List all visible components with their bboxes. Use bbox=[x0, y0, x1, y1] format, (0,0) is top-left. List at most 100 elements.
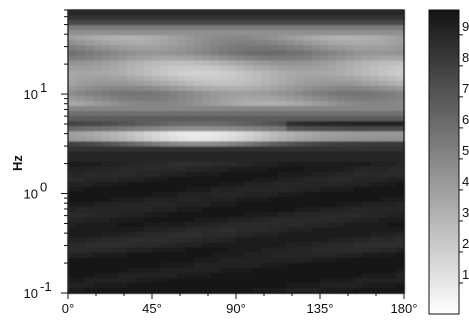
heatmap-cell bbox=[177, 202, 187, 208]
heatmap-cell bbox=[244, 267, 254, 274]
heatmap-cell bbox=[177, 232, 187, 239]
heatmap-cell bbox=[152, 60, 161, 67]
heatmap-cell bbox=[101, 191, 111, 198]
heatmap-cell bbox=[118, 15, 128, 21]
heatmap-cell bbox=[177, 207, 187, 213]
heatmap-cell bbox=[194, 181, 203, 188]
heatmap-cell bbox=[286, 100, 296, 107]
heatmap-cell bbox=[118, 186, 128, 193]
heatmap-cell bbox=[210, 50, 220, 57]
heatmap-cell bbox=[194, 100, 203, 107]
heatmap-cell bbox=[370, 171, 380, 178]
heatmap-cell bbox=[227, 227, 237, 233]
heatmap-cell bbox=[84, 217, 94, 223]
heatmap-cell bbox=[118, 116, 128, 122]
heatmap-cell bbox=[219, 237, 229, 244]
heatmap-cell bbox=[202, 166, 212, 173]
heatmap-cell bbox=[311, 50, 321, 57]
heatmap-cell bbox=[387, 262, 397, 269]
heatmap-cell bbox=[76, 222, 86, 228]
heatmap-cell bbox=[118, 156, 128, 163]
heatmap-cell bbox=[185, 151, 195, 158]
heatmap-cell bbox=[168, 85, 178, 92]
heatmap-cell bbox=[286, 186, 296, 193]
heatmap-cell bbox=[261, 15, 271, 21]
y-tick-exponent: 0 bbox=[40, 180, 47, 195]
heatmap-cell bbox=[202, 232, 212, 239]
heatmap-cell bbox=[362, 106, 371, 112]
heatmap-cell bbox=[227, 95, 237, 102]
heatmap-cell bbox=[278, 65, 287, 72]
heatmap-cell bbox=[185, 171, 195, 178]
heatmap-cell bbox=[76, 287, 86, 294]
colorbar-band bbox=[429, 211, 459, 216]
heatmap-cell bbox=[110, 60, 119, 67]
heatmap-cell bbox=[135, 25, 145, 31]
heatmap-cell bbox=[328, 141, 338, 148]
heatmap-cell bbox=[336, 25, 346, 31]
heatmap-cell bbox=[219, 45, 229, 52]
heatmap-cell bbox=[202, 161, 212, 168]
heatmap-cell bbox=[219, 116, 229, 122]
heatmap-cell bbox=[236, 272, 245, 279]
heatmap-cell bbox=[177, 136, 187, 142]
heatmap-cell bbox=[135, 186, 145, 193]
heatmap-cell bbox=[84, 40, 94, 46]
heatmap-cell bbox=[294, 196, 304, 203]
heatmap-cell bbox=[370, 247, 380, 254]
heatmap-cell bbox=[303, 207, 313, 213]
heatmap-cell bbox=[194, 156, 203, 163]
heatmap-cell bbox=[110, 30, 119, 36]
heatmap-cell bbox=[328, 35, 338, 41]
heatmap-cell bbox=[311, 116, 321, 122]
heatmap-cell bbox=[294, 30, 304, 36]
heatmap-cell bbox=[219, 156, 229, 163]
heatmap-cell bbox=[236, 212, 245, 218]
heatmap-cell bbox=[110, 50, 119, 57]
heatmap-cell bbox=[68, 166, 77, 173]
heatmap-cell bbox=[320, 136, 329, 142]
heatmap-cell bbox=[395, 262, 405, 269]
heatmap-cell bbox=[126, 131, 136, 137]
colorbar-band bbox=[429, 267, 459, 271]
heatmap-cell bbox=[76, 131, 86, 137]
heatmap-cell bbox=[353, 50, 363, 57]
heatmap-cell bbox=[320, 30, 329, 36]
heatmap-cell bbox=[76, 267, 86, 274]
heatmap-cell bbox=[168, 287, 178, 294]
heatmap-cell bbox=[328, 136, 338, 142]
heatmap-cell bbox=[395, 40, 405, 46]
heatmap-cell bbox=[118, 151, 128, 158]
heatmap-cell bbox=[126, 116, 136, 122]
heatmap-cell bbox=[387, 141, 397, 148]
heatmap-cell bbox=[168, 262, 178, 269]
heatmap-cell bbox=[269, 40, 279, 46]
heatmap-cell bbox=[185, 10, 195, 16]
heatmap-cell bbox=[160, 202, 170, 208]
heatmap-cell bbox=[252, 282, 262, 289]
heatmap-cell bbox=[387, 15, 397, 21]
colorbar-band bbox=[429, 180, 459, 185]
heatmap-cell bbox=[160, 232, 170, 239]
heatmap-cell bbox=[286, 146, 296, 153]
colorbar-band bbox=[429, 106, 459, 110]
heatmap-cell bbox=[101, 35, 111, 41]
heatmap-cell bbox=[362, 186, 371, 193]
heatmap-cell bbox=[345, 227, 355, 233]
heatmap-cell bbox=[93, 10, 103, 16]
heatmap-cell bbox=[93, 90, 103, 97]
heatmap-cell bbox=[269, 287, 279, 294]
heatmap-cell bbox=[362, 237, 371, 244]
heatmap-cell bbox=[278, 257, 287, 264]
heatmap-cell bbox=[84, 181, 94, 188]
heatmap-cell bbox=[362, 65, 371, 72]
heatmap-cell bbox=[378, 60, 388, 67]
heatmap-cell bbox=[194, 75, 203, 82]
heatmap-cell bbox=[320, 100, 329, 107]
heatmap-cell bbox=[395, 85, 405, 92]
heatmap-cell bbox=[269, 232, 279, 239]
heatmap-cell bbox=[84, 30, 94, 36]
heatmap-cell bbox=[84, 227, 94, 233]
heatmap-cell bbox=[336, 247, 346, 254]
